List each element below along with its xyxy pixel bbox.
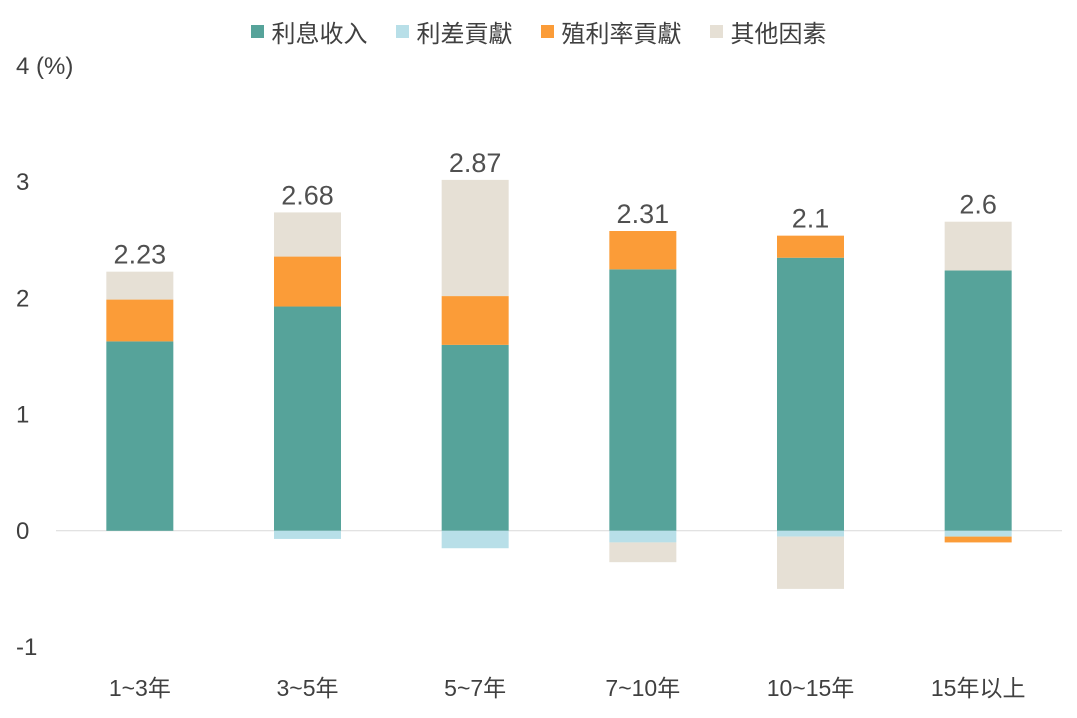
legend: 利息收入 利差貢獻 殖利率貢獻 其他因素 [0,14,1077,49]
legend-swatch [540,25,554,38]
total-label: 2.68 [281,180,334,210]
total-label: 2.87 [449,148,502,178]
bar-segment [441,530,509,549]
bar-segment [274,306,341,531]
category-label: 15年以上 [931,675,1026,701]
y-tick-label: 1 [16,402,29,429]
legend-item: 利息收入 [250,14,368,49]
bar-segment [441,296,509,345]
y-tick-label: 2 [16,285,29,312]
y-tick-label: 4 (%) [16,53,73,80]
bar-segment [106,341,174,531]
total-label: 2.31 [617,199,670,229]
legend-swatch [250,25,264,38]
y-tick-label: 0 [16,518,29,545]
bar-segment [609,530,677,543]
bar-segment [106,299,174,342]
bar-segment [944,270,1012,531]
category-label: 3~5年 [276,675,338,701]
bar-segment [609,269,677,531]
total-label: 2.6 [959,190,997,220]
category-label: 10~15年 [767,675,855,701]
bar-segment [777,536,844,589]
legend-item: 殖利率貢獻 [540,14,682,49]
bar-segment [609,231,677,270]
bar-segment [777,257,844,531]
bar-segment [274,256,341,307]
category-label: 5~7年 [444,675,506,701]
bar-segment [777,530,844,537]
bar-segment [274,530,341,539]
total-label: 2.1 [792,204,830,234]
category-label: 1~3年 [109,675,171,701]
legend-label: 利息收入 [271,20,368,48]
bar-segment [777,235,844,258]
legend-item: 利差貢獻 [395,14,513,49]
legend-label: 殖利率貢獻 [561,20,682,48]
bar-segment [944,536,1012,543]
legend-label: 利差貢獻 [416,20,513,48]
legend-item: 其他因素 [709,14,827,49]
legend-swatch [395,25,409,38]
bar-segment [441,344,509,531]
y-tick-label: -1 [16,634,37,661]
bar-segment [944,530,1012,537]
bar-segment [441,179,509,297]
legend-swatch [709,25,723,38]
bar-segment [106,271,174,300]
y-tick-label: 3 [16,169,29,196]
legend-label: 其他因素 [730,20,827,48]
total-label: 2.23 [114,240,167,270]
bar-segment [944,221,1012,271]
category-label: 7~10年 [605,675,680,701]
bar-segment [609,542,677,563]
bar-segment [274,212,341,257]
